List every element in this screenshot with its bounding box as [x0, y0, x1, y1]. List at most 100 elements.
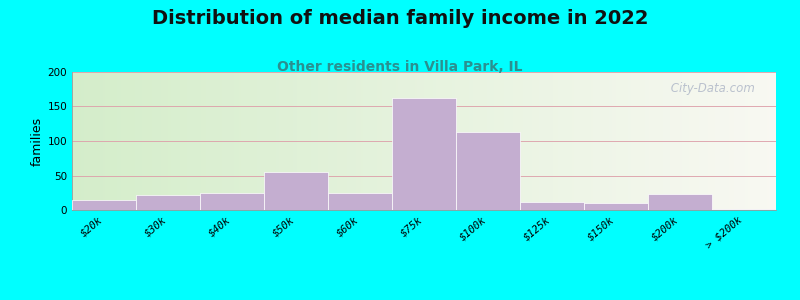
Bar: [314, 72, 316, 210]
Bar: [100, 72, 102, 210]
Bar: [583, 72, 586, 210]
Bar: [260, 72, 262, 210]
Bar: [715, 72, 718, 210]
Bar: [436, 72, 438, 210]
Bar: [366, 72, 368, 210]
Bar: [407, 72, 410, 210]
Bar: [490, 72, 492, 210]
Bar: [442, 72, 445, 210]
Bar: [565, 72, 567, 210]
Bar: [194, 72, 196, 210]
Bar: [588, 72, 590, 210]
Bar: [567, 72, 570, 210]
Bar: [276, 72, 278, 210]
Bar: [480, 72, 482, 210]
Bar: [522, 72, 525, 210]
Bar: [321, 72, 323, 210]
Bar: [731, 72, 734, 210]
Bar: [306, 72, 309, 210]
Bar: [337, 72, 339, 210]
Bar: [309, 72, 311, 210]
Bar: [520, 202, 584, 210]
Y-axis label: families: families: [30, 116, 43, 166]
Bar: [136, 195, 200, 210]
Bar: [661, 72, 663, 210]
Bar: [570, 72, 572, 210]
Bar: [185, 72, 187, 210]
Bar: [351, 72, 354, 210]
Bar: [255, 72, 258, 210]
Bar: [476, 72, 478, 210]
Bar: [105, 72, 107, 210]
Bar: [119, 72, 122, 210]
Bar: [680, 72, 682, 210]
Bar: [663, 72, 666, 210]
Bar: [593, 72, 595, 210]
Bar: [250, 72, 253, 210]
Bar: [157, 72, 159, 210]
Bar: [236, 72, 238, 210]
Bar: [114, 72, 117, 210]
Bar: [377, 72, 379, 210]
Bar: [520, 72, 522, 210]
Bar: [201, 72, 203, 210]
Bar: [130, 72, 133, 210]
Bar: [713, 72, 715, 210]
Bar: [333, 72, 335, 210]
Bar: [642, 72, 645, 210]
Bar: [126, 72, 128, 210]
Bar: [175, 72, 178, 210]
Bar: [293, 72, 295, 210]
Bar: [122, 72, 124, 210]
Bar: [124, 72, 126, 210]
Bar: [394, 72, 396, 210]
Bar: [532, 72, 534, 210]
Bar: [628, 72, 630, 210]
Bar: [238, 72, 241, 210]
Bar: [623, 72, 626, 210]
Bar: [462, 72, 464, 210]
Bar: [471, 72, 474, 210]
Bar: [574, 72, 577, 210]
Bar: [281, 72, 283, 210]
Bar: [246, 72, 248, 210]
Bar: [764, 72, 766, 210]
Bar: [422, 72, 424, 210]
Bar: [492, 72, 494, 210]
Bar: [77, 72, 79, 210]
Bar: [454, 72, 457, 210]
Bar: [382, 72, 384, 210]
Bar: [577, 72, 579, 210]
Bar: [748, 72, 750, 210]
Bar: [274, 72, 276, 210]
Bar: [210, 72, 213, 210]
Bar: [647, 72, 650, 210]
Bar: [173, 72, 175, 210]
Bar: [584, 203, 648, 210]
Bar: [265, 72, 266, 210]
Bar: [286, 72, 288, 210]
Bar: [720, 72, 722, 210]
Bar: [401, 72, 403, 210]
Bar: [527, 72, 530, 210]
Bar: [691, 72, 694, 210]
Bar: [323, 72, 326, 210]
Bar: [736, 72, 738, 210]
Bar: [187, 72, 190, 210]
Bar: [710, 72, 713, 210]
Bar: [621, 72, 623, 210]
Bar: [230, 72, 231, 210]
Bar: [396, 72, 398, 210]
Bar: [271, 72, 274, 210]
Bar: [349, 72, 351, 210]
Bar: [344, 72, 346, 210]
Bar: [213, 72, 215, 210]
Bar: [441, 72, 442, 210]
Bar: [190, 72, 192, 210]
Bar: [95, 72, 98, 210]
Bar: [398, 72, 401, 210]
Bar: [762, 72, 764, 210]
Bar: [600, 72, 602, 210]
Bar: [258, 72, 260, 210]
Bar: [452, 72, 454, 210]
